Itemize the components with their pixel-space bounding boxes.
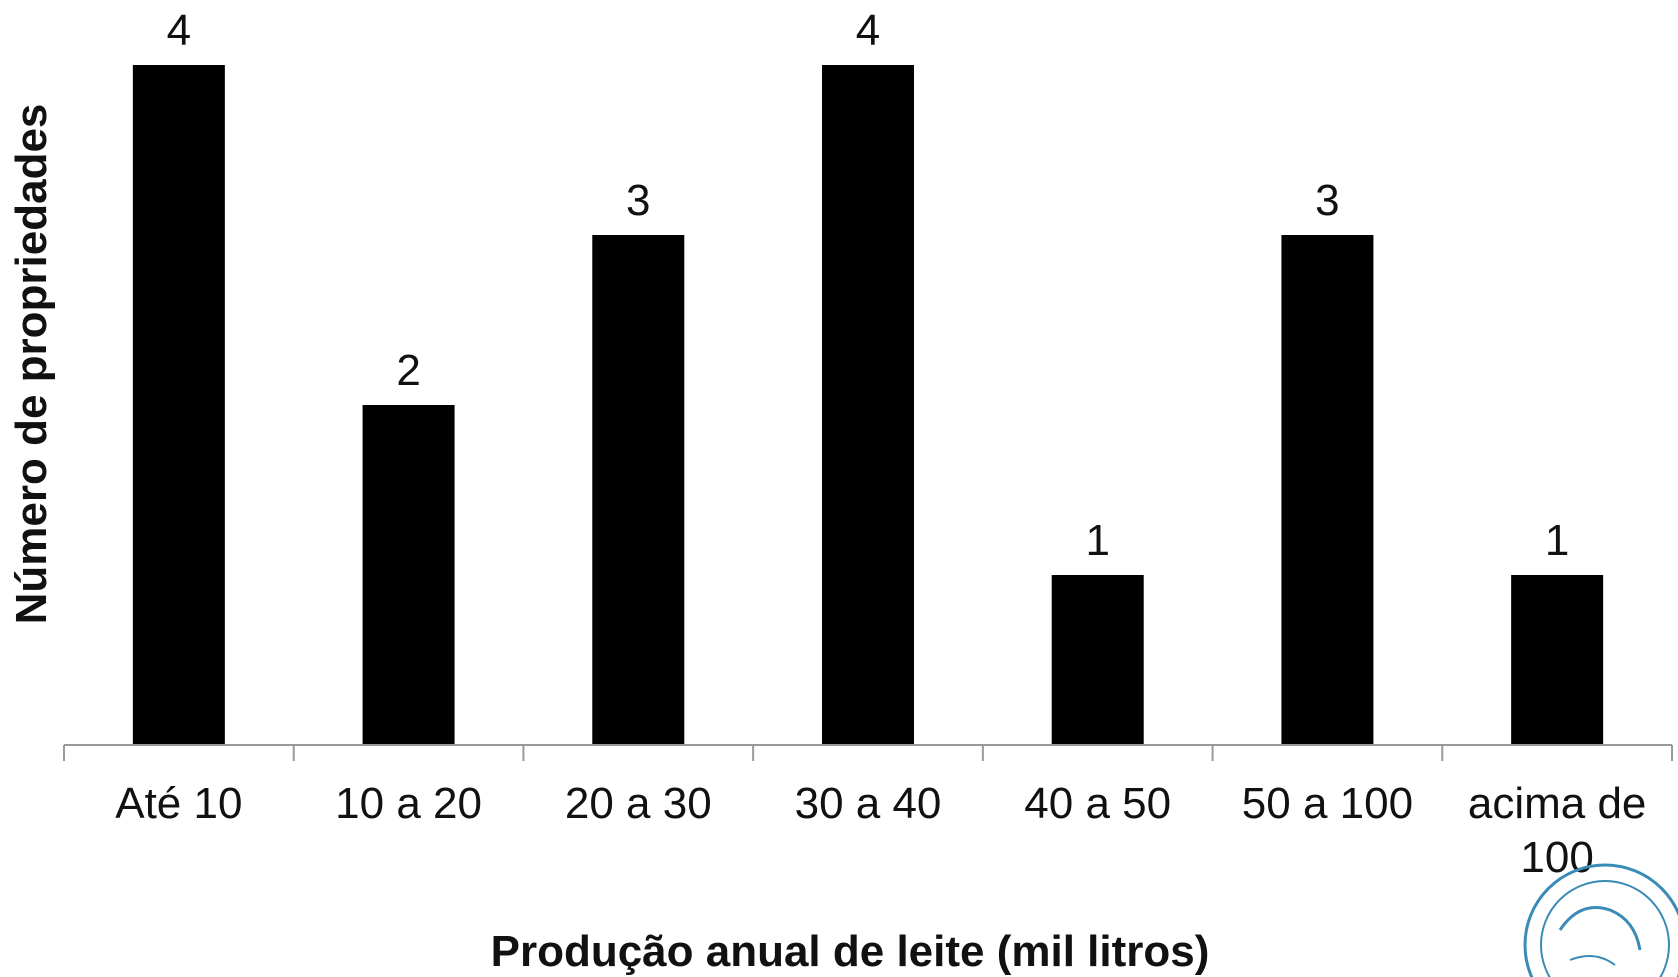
x-tick-label: 40 a 50 — [1024, 779, 1171, 828]
bar — [1511, 575, 1604, 745]
bar — [1281, 235, 1374, 745]
x-axis-ticks — [63, 745, 1673, 761]
bar — [362, 405, 455, 745]
data-labels-group: 4 2 3 4 1 3 1 — [167, 6, 1570, 565]
data-label: 4 — [856, 6, 880, 55]
x-tick-label: 30 a 40 — [795, 779, 942, 828]
bar — [592, 235, 685, 745]
x-tick-label: 50 a 100 — [1242, 779, 1413, 828]
x-tick-label: 20 a 30 — [565, 779, 712, 828]
x-tick-label: acima de — [1468, 779, 1647, 828]
y-axis-title: Número de propriedades — [7, 104, 56, 625]
bars-group — [132, 65, 1604, 745]
x-tick-label: Até 10 — [115, 779, 242, 828]
data-label: 3 — [626, 176, 650, 225]
bar — [1051, 575, 1144, 745]
seal-logo-icon — [1523, 863, 1678, 977]
x-tick-label: 100 — [1520, 833, 1593, 882]
x-axis-title: Produção anual de leite (mil litros) — [491, 927, 1210, 976]
bar — [822, 65, 914, 745]
bar — [132, 65, 225, 745]
x-tick-label: 10 a 20 — [335, 779, 482, 828]
data-label: 3 — [1315, 176, 1339, 225]
data-label: 1 — [1085, 516, 1109, 565]
data-label: 2 — [396, 346, 420, 395]
data-label: 4 — [167, 6, 191, 55]
x-axis-tick-labels: Até 10 10 a 20 20 a 30 30 a 40 40 a 50 50 a 1… — [115, 779, 1646, 882]
data-label: 1 — [1545, 516, 1569, 565]
